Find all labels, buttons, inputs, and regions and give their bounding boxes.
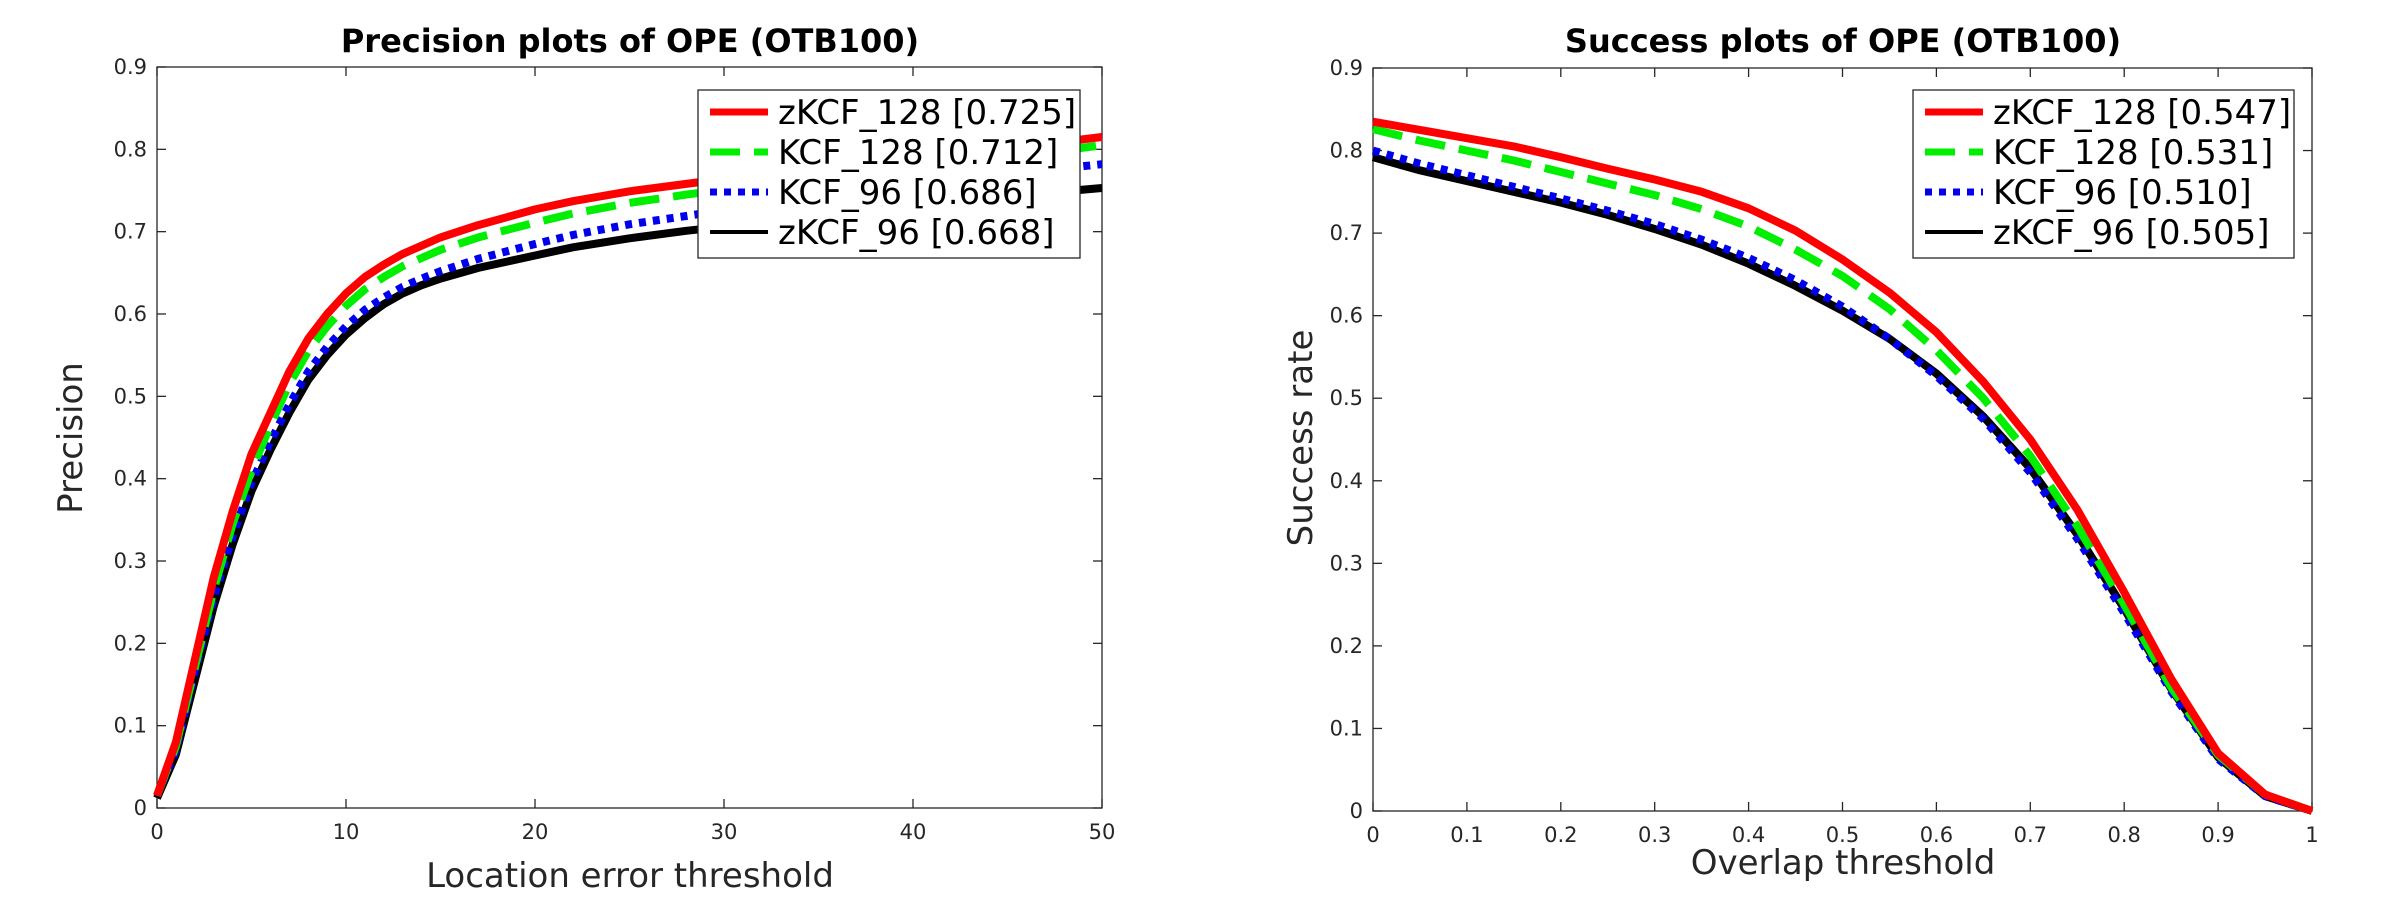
x-tick-label: 0.5 xyxy=(1826,823,1859,847)
y-tick-label: 0.2 xyxy=(1330,634,1363,658)
y-tick-label: 0.1 xyxy=(114,714,147,738)
y-tick-label: 0.5 xyxy=(114,384,147,408)
x-tick-label: 0.8 xyxy=(2107,823,2140,847)
y-tick-label: 0.7 xyxy=(114,220,147,244)
x-tick-label: 10 xyxy=(333,820,360,844)
precision-plot: Precision plots of OPE (OTB100) Location… xyxy=(51,22,1115,896)
success-plot: Success plots of OPE (OTB100) Overlap th… xyxy=(1281,22,2319,883)
legend-label: zKCF_96 [0.505] xyxy=(1993,213,2270,253)
y-tick-label: 0 xyxy=(1350,799,1363,823)
y-tick-label: 0.9 xyxy=(114,55,147,79)
x-axis-label: Location error threshold xyxy=(426,856,834,896)
y-tick-label: 0.4 xyxy=(114,467,147,491)
chart-title: Success plots of OPE (OTB100) xyxy=(1565,22,2121,60)
y-tick-label: 0.3 xyxy=(1330,551,1363,575)
series-line-3 xyxy=(1371,146,2314,815)
series-line-1 xyxy=(1372,117,2314,815)
x-tick-label: 0.3 xyxy=(1638,823,1671,847)
y-tick-label: 0.3 xyxy=(114,549,147,573)
x-tick-label: 0.7 xyxy=(2014,823,2047,847)
y-tick-label: 0.1 xyxy=(1330,716,1363,740)
y-axis-label: Precision xyxy=(51,362,91,514)
legend-label: KCF_96 [0.510] xyxy=(1993,173,2252,213)
x-tick-label: 1 xyxy=(2305,823,2318,847)
legend-label: KCF_128 [0.712] xyxy=(778,133,1058,173)
y-tick-label: 0.4 xyxy=(1330,469,1363,493)
x-tick-label: 30 xyxy=(711,820,738,844)
legend-label: KCF_96 [0.686] xyxy=(778,173,1037,213)
x-tick-label: 40 xyxy=(900,820,927,844)
x-tick-label: 0.1 xyxy=(1450,823,1483,847)
legend-label: zKCF_128 [0.547] xyxy=(1993,93,2291,133)
y-tick-label: 0.7 xyxy=(1330,221,1363,245)
legend-label: zKCF_128 [0.725] xyxy=(778,93,1076,133)
x-tick-label: 0.9 xyxy=(2201,823,2234,847)
x-tick-label: 0.2 xyxy=(1544,823,1577,847)
y-tick-label: 0.9 xyxy=(1330,56,1363,80)
x-tick-label: 0.6 xyxy=(1920,823,1953,847)
y-tick-label: 0.8 xyxy=(1330,139,1363,163)
y-tick-label: 0.5 xyxy=(1330,386,1363,410)
x-tick-label: 20 xyxy=(522,820,549,844)
y-tick-label: 0.6 xyxy=(114,302,147,326)
y-tick-label: 0.2 xyxy=(114,631,147,655)
series-line-2 xyxy=(1372,125,2314,815)
y-tick-label: 0 xyxy=(134,796,147,820)
x-tick-label: 0 xyxy=(150,820,163,844)
x-tick-label: 0.4 xyxy=(1732,823,1765,847)
y-tick-label: 0.6 xyxy=(1330,304,1363,328)
x-tick-label: 0 xyxy=(1366,823,1379,847)
legend-label: KCF_128 [0.531] xyxy=(1993,133,2273,173)
y-tick-label: 0.8 xyxy=(114,137,147,161)
x-axis-label: Overlap threshold xyxy=(1691,843,1996,883)
y-axis-label: Success rate xyxy=(1281,330,1321,547)
chart-title: Precision plots of OPE (OTB100) xyxy=(341,22,919,60)
legend-label: zKCF_96 [0.668] xyxy=(778,213,1055,253)
x-tick-label: 50 xyxy=(1089,820,1116,844)
